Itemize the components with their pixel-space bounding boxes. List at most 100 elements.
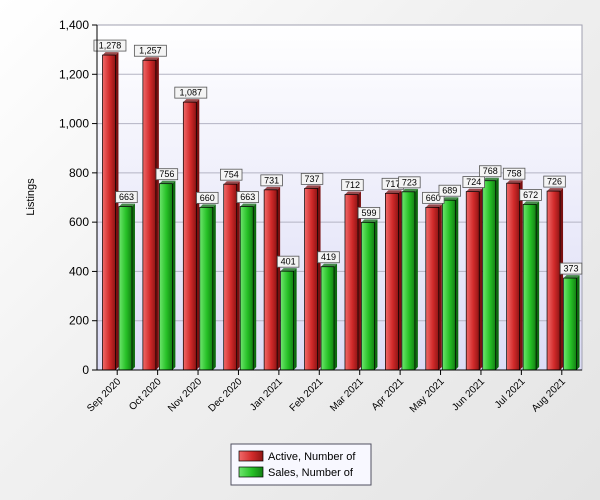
bar-active-top [142, 57, 159, 61]
data-label: 726 [543, 175, 566, 188]
bar-sales [159, 180, 176, 371]
x-tick-label: Apr 2021 [370, 376, 407, 413]
bar-sales-side [576, 275, 580, 370]
bar-active-face [304, 188, 318, 371]
bar-active-face [425, 207, 440, 371]
bar-active-top [344, 191, 361, 195]
bar-active-side [196, 99, 200, 370]
bar-sales-face [441, 199, 456, 371]
bar-sales [563, 275, 580, 371]
bar-active [182, 99, 200, 371]
data-label-text: 731 [264, 175, 279, 185]
y-axis-label: Listings [25, 178, 37, 216]
bar-sales [320, 263, 338, 371]
data-label: 660 [422, 191, 445, 204]
bar-sales-face [239, 206, 254, 371]
data-label-box [174, 86, 208, 99]
y-tick-label: 400 [69, 264, 89, 278]
data-label-box [317, 251, 340, 264]
data-label-text: 1,257 [139, 46, 162, 56]
x-tick-label: Aug 2021 [530, 376, 568, 414]
bar-sales [118, 203, 135, 371]
bar-sales-top [563, 275, 580, 279]
bar-active-face [182, 101, 197, 371]
data-label-text: 726 [547, 177, 562, 187]
data-label-box [300, 172, 324, 185]
data-label-box [519, 188, 542, 201]
data-label: 1,257 [133, 44, 167, 57]
bar-sales-face [401, 191, 416, 371]
y-tick-label: 1,400 [59, 18, 89, 32]
x-tick-label: Jan 2021 [248, 376, 285, 413]
bar-sales [401, 188, 418, 371]
bar-active-top [506, 180, 523, 184]
data-label-text: 663 [119, 192, 134, 202]
bar-sales-side [455, 197, 459, 370]
data-label-text: 724 [466, 177, 481, 187]
bar-active-face [506, 182, 520, 371]
bar-active-face [223, 183, 238, 371]
bar-active [304, 185, 321, 371]
bar-active-side [236, 181, 240, 370]
bar-active-top [425, 204, 442, 208]
bar-active [385, 190, 402, 371]
data-label: 731 [260, 174, 283, 187]
data-label-text: 1,278 [99, 41, 122, 51]
bar-active [546, 188, 564, 371]
bar-sales [239, 203, 257, 371]
data-label: 756 [155, 168, 179, 181]
bar-active-side [560, 188, 564, 370]
y-tick-label: 0 [82, 363, 89, 377]
bar-sales-face [199, 207, 214, 371]
data-label: 712 [341, 179, 364, 191]
data-label-box [357, 206, 381, 219]
data-label-text: 663 [240, 192, 255, 202]
bar-sales [280, 268, 297, 371]
bar-active [223, 181, 240, 371]
bars [102, 52, 580, 371]
data-label: 401 [276, 255, 300, 268]
data-label-box [438, 184, 461, 197]
bar-active-face [344, 194, 359, 371]
bar-active-side [479, 188, 483, 370]
y-tick-label: 200 [69, 314, 89, 328]
data-label-box [236, 191, 259, 204]
bar-sales-face [320, 266, 335, 371]
legend-label-sales: Sales, Number of [268, 467, 354, 479]
data-label-box [398, 176, 421, 189]
y-tick-label: 600 [69, 215, 89, 229]
data-label-box [93, 39, 127, 52]
x-tick-label: Dec 2020 [207, 376, 245, 414]
bar-sales-face [563, 277, 577, 371]
bar-active-face [465, 191, 480, 371]
x-tick-label: Feb 2021 [288, 376, 326, 414]
data-label-box [422, 191, 445, 204]
bar-active-face [546, 190, 561, 371]
bar-sales-top [118, 203, 135, 207]
data-label-text: 689 [442, 186, 457, 196]
bar-sales-top [442, 197, 459, 201]
bar-sales-top [482, 177, 499, 181]
bar-sales-top [240, 203, 257, 207]
data-label: 724 [462, 176, 485, 188]
data-label-text: 419 [321, 252, 336, 262]
y-tick-label: 1,000 [59, 117, 89, 131]
bar-active-top [466, 188, 483, 192]
x-tick-label: Jun 2021 [450, 376, 487, 413]
bar-active-face [385, 192, 399, 371]
data-label-text: 758 [507, 169, 522, 179]
gridlines [97, 73, 582, 322]
bar-active [465, 188, 483, 371]
data-label-text: 717 [385, 179, 400, 189]
bar-sales-side [293, 268, 297, 370]
bar-active-side [519, 180, 523, 370]
data-label-box [341, 179, 364, 191]
data-label-text: 672 [523, 190, 538, 200]
bar-sales-top [199, 204, 216, 208]
bar-sales-top [159, 180, 176, 184]
data-label-box [133, 44, 167, 57]
x-tick-label: Sep 2020 [85, 376, 123, 414]
data-label: 672 [519, 188, 542, 201]
bar-sales-top [321, 263, 338, 267]
